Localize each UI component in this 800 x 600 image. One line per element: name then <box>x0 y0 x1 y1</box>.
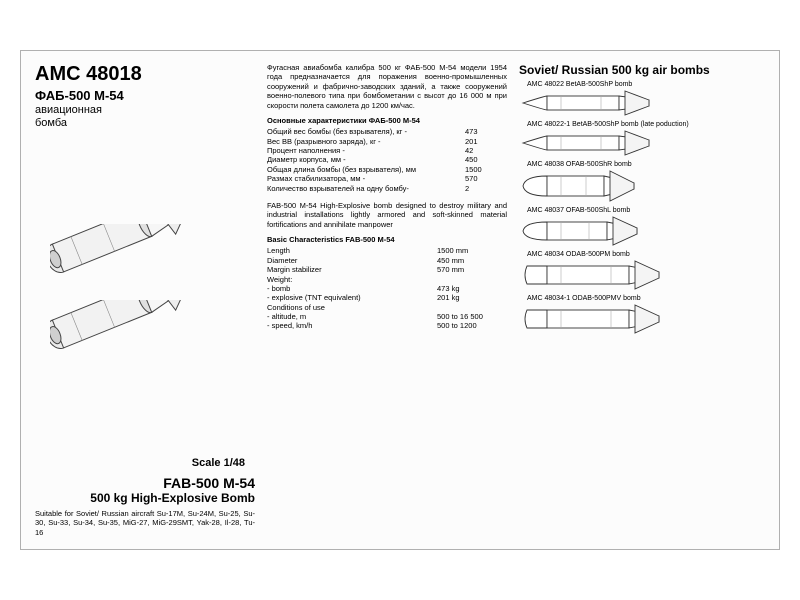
variant-item: AMC 48022-1 BetAB-500ShP bomb (late podu… <box>519 121 765 157</box>
scale-label: Scale 1/48 <box>192 457 245 469</box>
spec-value: 450 <box>465 155 507 164</box>
bomb-side-icon <box>519 215 765 247</box>
bomb-side-icon <box>519 169 765 203</box>
title-ru-type-a: авиационная <box>35 104 255 116</box>
spec-row: Вес ВВ (разрывного заряда), кг -201 <box>267 137 507 146</box>
spec-label: Margin stabilizer <box>267 265 437 274</box>
title-en-type: 500 kg High-Explosive Bomb <box>35 491 255 505</box>
left-column: AMC 48018 ФАБ-500 М-54 авиационная бомба <box>35 63 255 537</box>
spec-value: 500 to 16 500 <box>437 312 507 321</box>
middle-column: Фугасная авиабомба калибра 500 кг ФАБ-50… <box>267 63 507 537</box>
variant-label: AMC 48022 BetAB-500ShP bomb <box>519 81 765 88</box>
spec-row: Процент наполнения -42 <box>267 146 507 155</box>
variants-list: AMC 48022 BetAB-500ShP bomb AMC 48022-1 … <box>519 81 765 335</box>
bomb-3d-icon <box>50 224 240 294</box>
product-code: AMC 48018 <box>35 63 255 86</box>
spec-value: 1500 mm <box>437 246 507 255</box>
spec-label: Размах стабилизатора, мм - <box>267 174 465 183</box>
specs-table-en: Length1500 mmDiameter450 mmMargin stabil… <box>267 246 507 330</box>
variant-item: AMC 48037 OFAB-500ShL bomb <box>519 207 765 247</box>
bomb-side-icon <box>519 89 765 117</box>
spec-label: Conditions of use <box>267 303 437 312</box>
spec-row: - speed, km/h500 to 1200 <box>267 321 507 330</box>
description-en: FAB-500 M-54 High-Explosive bomb designe… <box>267 201 507 229</box>
bomb-3d-icon <box>50 300 240 370</box>
spec-row: Общая длина бомбы (без взрывателя), мм15… <box>267 165 507 174</box>
spec-row: Conditions of use <box>267 303 507 312</box>
spec-value: 2 <box>465 184 507 193</box>
specs-heading-en: Basic Characteristics FAB-500 M-54 <box>267 235 507 244</box>
spec-label: - bomb <box>267 284 437 293</box>
spec-label: - explosive (TNT equivalent) <box>267 293 437 302</box>
spec-label: Общий вес бомбы (без взрывателя), кг - <box>267 127 465 136</box>
variant-label: AMC 48038 OFAB-500ShR bomb <box>519 161 765 168</box>
spec-label: Процент наполнения - <box>267 146 465 155</box>
right-column: Soviet/ Russian 500 kg air bombs AMC 480… <box>519 63 765 537</box>
variant-label: AMC 48037 OFAB-500ShL bomb <box>519 207 765 214</box>
spec-value: 450 mm <box>437 256 507 265</box>
spec-label: - altitude, m <box>267 312 437 321</box>
spec-row: - explosive (TNT equivalent)201 kg <box>267 293 507 302</box>
spec-row: Weight: <box>267 275 507 284</box>
spec-label: Length <box>267 246 437 255</box>
spec-label: Diameter <box>267 256 437 265</box>
bomb-side-icon <box>519 259 765 291</box>
suitable-aircraft: Suitable for Soviet/ Russian aircraft Su… <box>35 509 255 537</box>
variant-label: AMC 48034-1 ODAB-500PMV bomb <box>519 295 765 302</box>
variant-item: AMC 48034-1 ODAB-500PMV bomb <box>519 295 765 335</box>
spec-value <box>437 275 507 284</box>
spec-row: Общий вес бомбы (без взрывателя), кг -47… <box>267 127 507 136</box>
spec-value: 1500 <box>465 165 507 174</box>
spec-value: 500 to 1200 <box>437 321 507 330</box>
variant-item: AMC 48034 ODAB-500PM bomb <box>519 251 765 291</box>
title-ru-model: ФАБ-500 М-54 <box>35 88 255 103</box>
variant-item: AMC 48022 BetAB-500ShP bomb <box>519 81 765 117</box>
spec-row: - altitude, m500 to 16 500 <box>267 312 507 321</box>
spec-value: 201 kg <box>437 293 507 302</box>
variant-label: AMC 48022-1 BetAB-500ShP bomb (late podu… <box>519 121 765 128</box>
spec-value: 570 <box>465 174 507 183</box>
spec-label: Вес ВВ (разрывного заряда), кг - <box>267 137 465 146</box>
spec-label: Weight: <box>267 275 437 284</box>
spec-label: Общая длина бомбы (без взрывателя), мм <box>267 165 465 174</box>
variant-item: AMC 48038 OFAB-500ShR bomb <box>519 161 765 203</box>
spec-value: 570 mm <box>437 265 507 274</box>
spec-value: 201 <box>465 137 507 146</box>
spec-row: Diameter450 mm <box>267 256 507 265</box>
title-ru-type-b: бомба <box>35 117 255 129</box>
bomb-side-icon <box>519 303 765 335</box>
specs-heading-ru: Основные характеристики ФАБ-500 М-54 <box>267 116 507 125</box>
bomb-render-pair <box>35 129 255 465</box>
variants-heading: Soviet/ Russian 500 kg air bombs <box>519 63 765 77</box>
spec-label: Количество взрывателей на одну бомбу- <box>267 184 465 193</box>
spec-row: Размах стабилизатора, мм -570 <box>267 174 507 183</box>
variant-label: AMC 48034 ODAB-500PM bomb <box>519 251 765 258</box>
spec-value: 473 kg <box>437 284 507 293</box>
spec-value: 473 <box>465 127 507 136</box>
title-en-model: FAB-500 M-54 <box>35 475 255 491</box>
bomb-side-icon <box>519 129 765 157</box>
spec-row: Margin stabilizer570 mm <box>267 265 507 274</box>
spec-row: Length1500 mm <box>267 246 507 255</box>
spec-row: Количество взрывателей на одну бомбу-2 <box>267 184 507 193</box>
specs-table-ru: Общий вес бомбы (без взрывателя), кг -47… <box>267 127 507 193</box>
spec-value <box>437 303 507 312</box>
spec-label: - speed, km/h <box>267 321 437 330</box>
description-ru: Фугасная авиабомба калибра 500 кг ФАБ-50… <box>267 63 507 110</box>
spec-label: Диаметр корпуса, мм - <box>267 155 465 164</box>
spec-value: 42 <box>465 146 507 155</box>
spec-row: Диаметр корпуса, мм -450 <box>267 155 507 164</box>
product-sheet: AMC 48018 ФАБ-500 М-54 авиационная бомба <box>20 50 780 550</box>
spec-row: - bomb473 kg <box>267 284 507 293</box>
